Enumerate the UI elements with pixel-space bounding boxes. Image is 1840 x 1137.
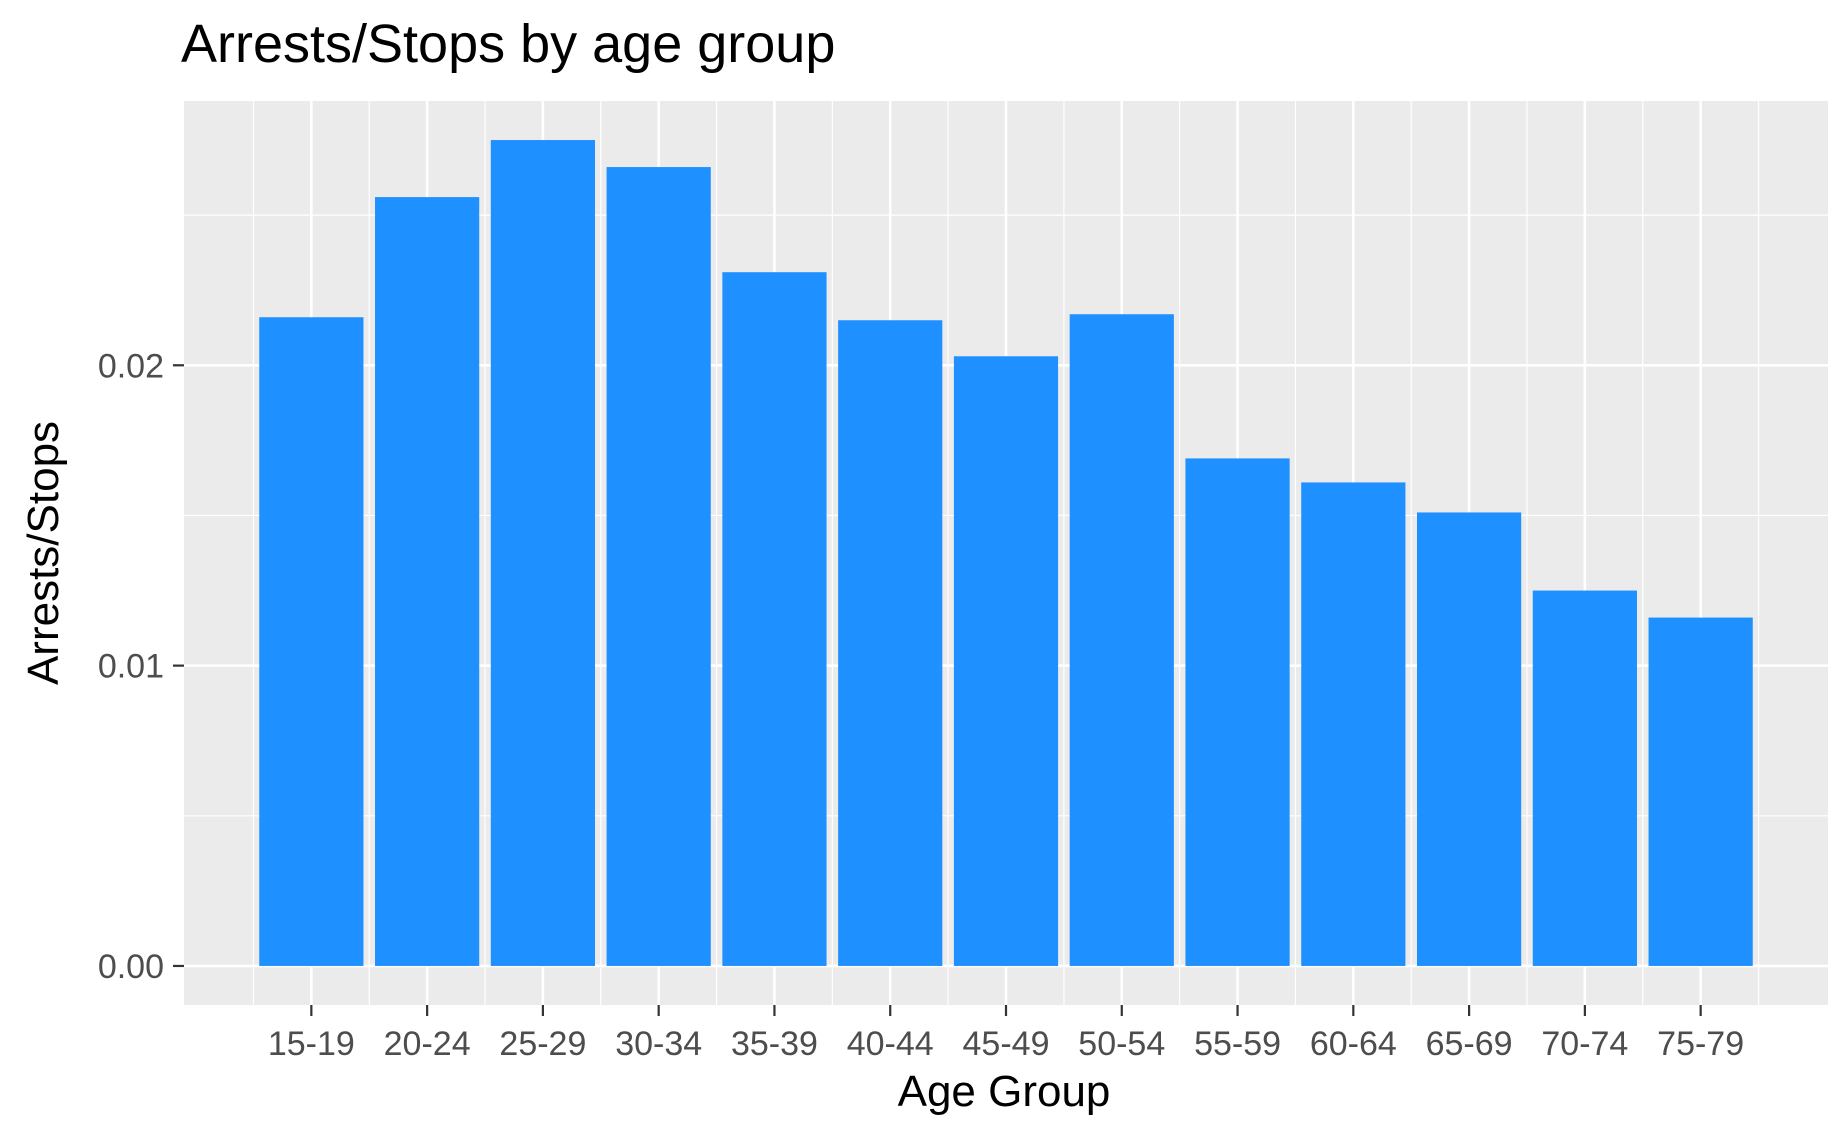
x-tick-label: 50-54 — [1078, 1025, 1165, 1063]
bar-25-29 — [490, 140, 595, 966]
x-tick-label: 75-79 — [1657, 1025, 1744, 1063]
x-tick-label: 30-34 — [615, 1025, 702, 1063]
bar-70-74 — [1532, 590, 1637, 966]
bar-50-54 — [1069, 314, 1174, 966]
bar-55-59 — [1185, 458, 1290, 966]
x-tick-label: 60-64 — [1310, 1025, 1397, 1063]
y-axis-title: Arrests/Stops — [19, 421, 68, 685]
x-tick-label: 70-74 — [1541, 1025, 1628, 1063]
bar-45-49 — [953, 356, 1059, 966]
bar-20-24 — [375, 197, 480, 966]
x-tick-label: 65-69 — [1426, 1025, 1513, 1063]
x-tick-label: 35-39 — [731, 1025, 818, 1063]
y-tick-label: 0.00 — [98, 948, 164, 986]
bar-35-39 — [722, 272, 827, 966]
y-axis: 0.00 0.01 0.02 — [98, 347, 184, 986]
x-tick-label: 55-59 — [1194, 1025, 1281, 1063]
bar-30-34 — [606, 167, 711, 966]
bars — [259, 140, 1753, 966]
x-axis: 15-19 20-24 25-29 30-34 35-39 40-44 45-49 50-54… — [268, 1005, 1744, 1063]
bar-15-19 — [259, 317, 364, 966]
bar-60-64 — [1301, 482, 1406, 966]
x-axis-title: Age Group — [898, 1067, 1111, 1116]
chart-title: Arrests/Stops by age group — [181, 14, 835, 74]
y-tick-label: 0.02 — [98, 347, 164, 385]
x-tick-label: 20-24 — [384, 1025, 471, 1063]
x-tick-label: 45-49 — [963, 1025, 1050, 1063]
bar-40-44 — [838, 320, 943, 966]
x-tick-label: 40-44 — [847, 1025, 934, 1063]
bar-65-69 — [1417, 512, 1522, 966]
x-tick-label: 25-29 — [499, 1025, 586, 1063]
y-tick-label: 0.01 — [98, 648, 164, 686]
bar-75-79 — [1648, 617, 1753, 966]
x-tick-label: 15-19 — [268, 1025, 355, 1063]
